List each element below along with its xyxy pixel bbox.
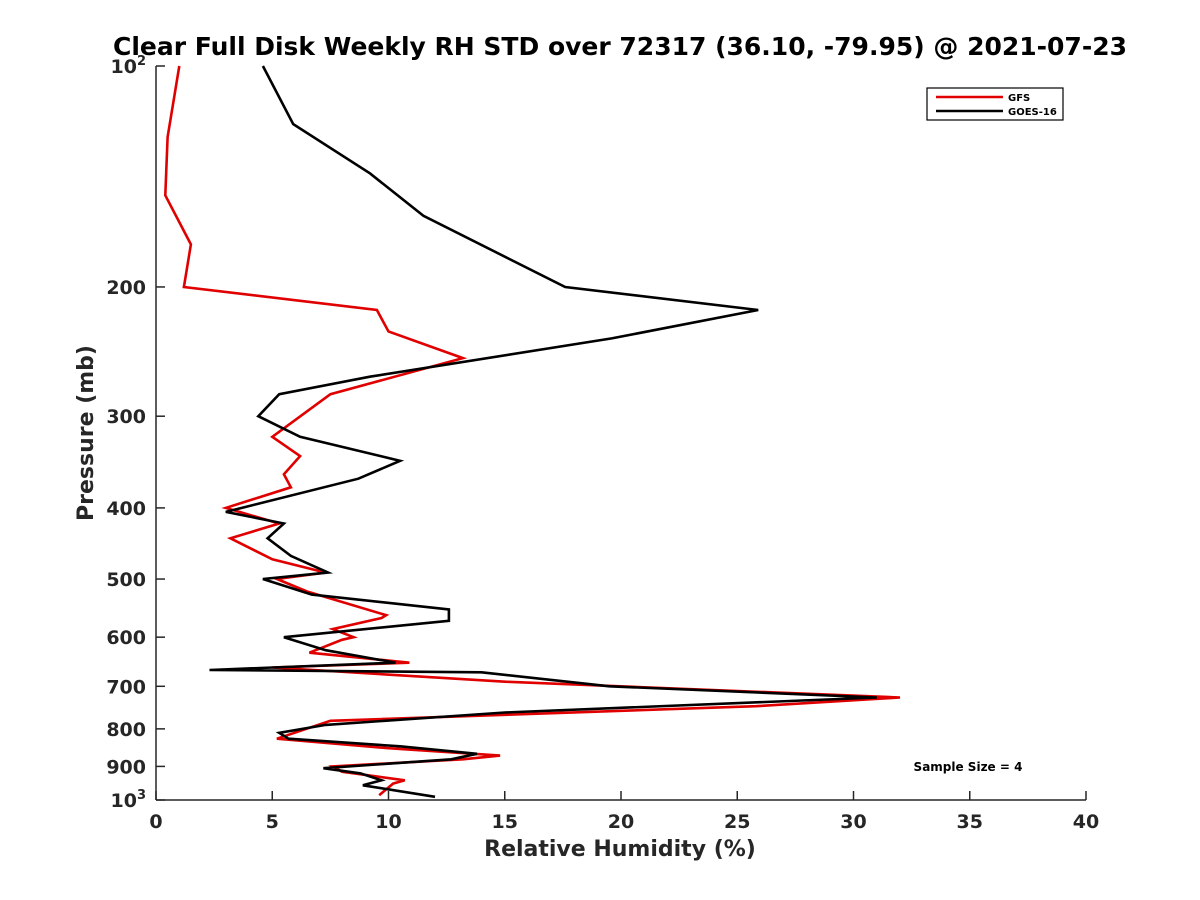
legend-label: GOES-16 [1008, 107, 1057, 118]
y-tick-label: 103 [111, 788, 147, 812]
y-tick-label: 600 [106, 627, 146, 649]
series-lines [163, 65, 901, 799]
x-axis-ticks: 0 5 10 15 20 25 30 35 40 [149, 791, 1099, 833]
x-tick-label: 25 [724, 811, 750, 833]
x-tick-label: 0 [149, 811, 162, 833]
x-tick-label: 20 [608, 811, 634, 833]
legend: GFS GOES-16 [926, 87, 1064, 121]
y-tick-label: 300 [106, 406, 146, 428]
x-tick-label: 35 [957, 811, 983, 833]
y-tick-label: 700 [106, 676, 146, 698]
chart-title: Clear Full Disk Weekly RH STD over 72317… [113, 32, 1127, 61]
x-tick-label: 30 [840, 811, 866, 833]
x-tick-label: 5 [266, 811, 279, 833]
y-axis-ticks: 102 200 300 400 500 600 700 800 900 103 [106, 54, 165, 812]
y-tick-label: 500 [106, 569, 146, 591]
y-tick-label: 200 [106, 277, 146, 299]
y-tick-label: 800 [106, 719, 146, 741]
x-tick-label: 15 [492, 811, 518, 833]
sample-size-annotation: Sample Size = 4 [914, 760, 1023, 774]
series-line-gfs [163, 65, 901, 797]
legend-label: GFS [1008, 93, 1030, 104]
y-tick-label: 900 [106, 756, 146, 778]
x-tick-label: 40 [1073, 811, 1099, 833]
y-tick-label: 400 [106, 498, 146, 520]
y-axis-label: Pressure (mb) [74, 345, 99, 521]
x-tick-label: 10 [375, 811, 401, 833]
series-line-goes-16 [209, 65, 877, 799]
legend-box [926, 87, 1064, 121]
y-tick-label: 102 [111, 54, 147, 78]
x-axis-label: Relative Humidity (%) [484, 837, 756, 862]
